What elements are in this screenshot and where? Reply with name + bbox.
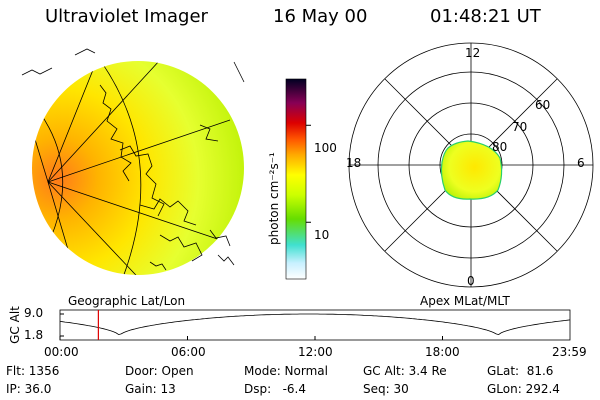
ytick-label-bottom: 1.8 (24, 328, 44, 342)
xtick-label-1800: 18:00 (425, 345, 460, 359)
timeline-plot (59, 309, 571, 341)
colorbar-tick-label-100: 100 (314, 141, 337, 155)
ytick-label-top: 9.0 (24, 306, 44, 320)
lat-label-60: 60 (535, 98, 551, 112)
colorbar-tick-label-10: 10 (314, 228, 330, 242)
xtick-label-2359: 23:59 (552, 345, 587, 359)
timeline-x-ticks (59, 336, 443, 340)
xtick-label-1200: 12:00 (298, 345, 333, 359)
status-door: Door: Open (125, 364, 194, 378)
offdisk-lines (21, 48, 245, 271)
xtick-label-0000: 00:00 (44, 345, 79, 359)
colorbar-gradient (285, 78, 307, 280)
status-seq: Seq: 30 (363, 382, 409, 396)
lat-label-70: 70 (512, 120, 528, 134)
status-gain: Gain: 13 (125, 382, 176, 396)
status-mode: Mode: Normal (244, 364, 328, 378)
colorbar-ticks (306, 124, 311, 223)
earth-image-panel (21, 48, 245, 275)
caption-apex: Apex MLat/MLT (420, 294, 510, 308)
status-dsp: Dsp: -6.4 (244, 382, 307, 396)
status-glon: GLon: 292.4 (487, 382, 560, 396)
polar-auroral-oval (440, 140, 503, 200)
coastlines (99, 84, 231, 262)
observation-time: 01:48:21 UT (430, 6, 541, 27)
status-flight: Flt: 1356 (6, 364, 60, 378)
colorbar: photon cm⁻²s⁻¹ (267, 78, 311, 280)
mlt-label-12: 12 (465, 46, 481, 60)
caption-geographic: Geographic Lat/Lon (68, 294, 186, 308)
gc-alt-curve (59, 313, 571, 336)
observation-date: 16 May 00 (273, 6, 368, 27)
xtick-label-0600: 06:00 (171, 345, 206, 359)
mlt-label-6: 6 (577, 156, 585, 170)
status-gc-alt: GC Alt: 3.4 Re (363, 364, 447, 378)
mlt-label-18: 18 (346, 156, 362, 170)
polar-plot (348, 42, 594, 288)
status-glat: GLat: 81.6 (487, 364, 554, 378)
instrument-title: Ultraviolet Imager (45, 6, 208, 27)
colorbar-unit-label: photon cm⁻²s⁻¹ (267, 152, 281, 245)
timeline-axis-label: GC Alt (7, 306, 22, 344)
earth-disk (32, 61, 244, 275)
mlt-label-0: 0 (467, 274, 475, 288)
status-ip: IP: 36.0 (6, 382, 52, 396)
timeline-frame (59, 309, 571, 341)
lat-label-80: 80 (492, 140, 508, 154)
